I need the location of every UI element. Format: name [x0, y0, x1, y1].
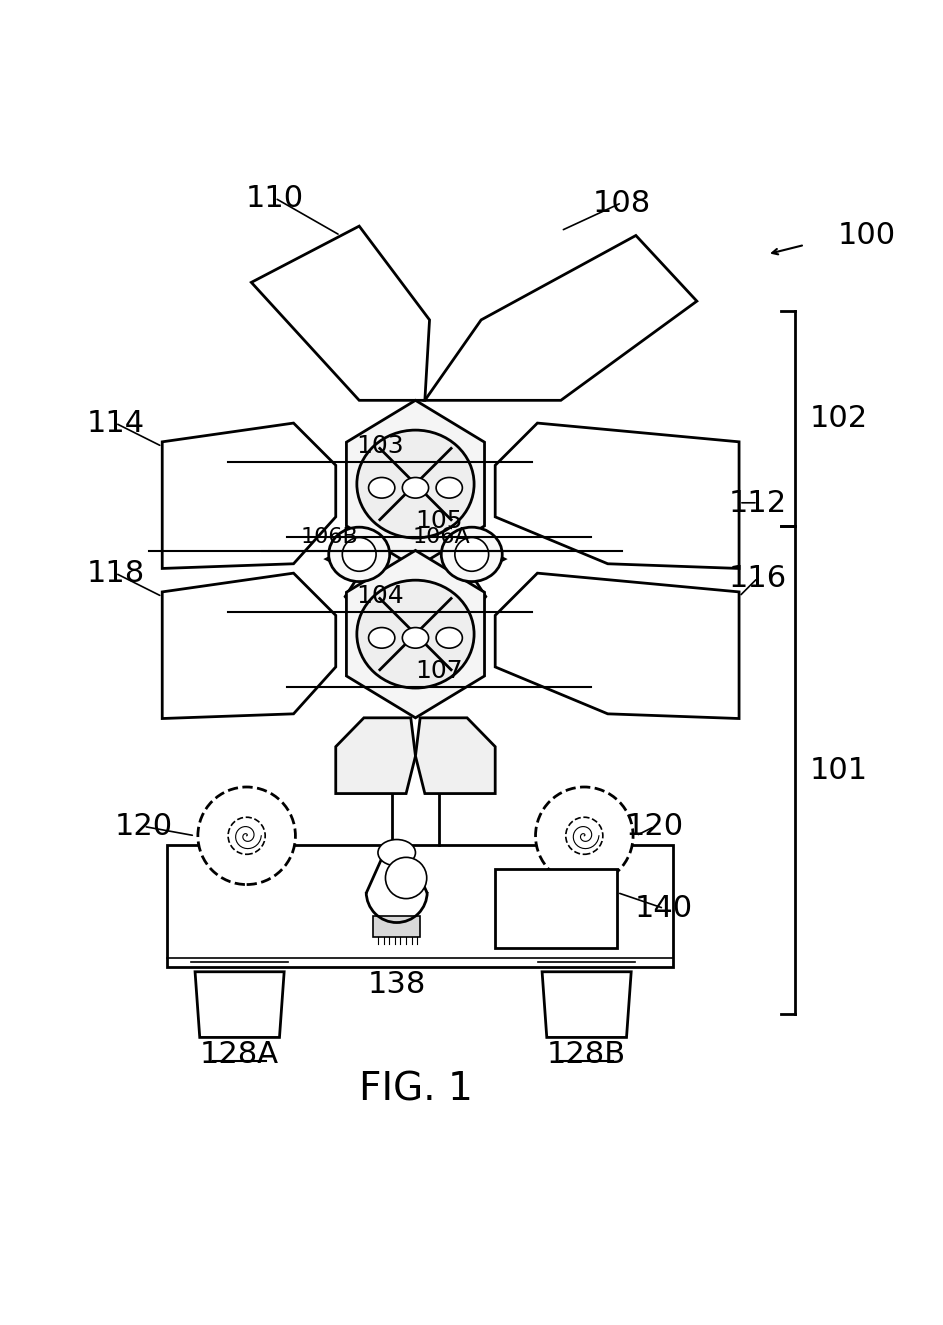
Ellipse shape	[402, 628, 428, 648]
Text: 104: 104	[356, 584, 404, 608]
Text: 110: 110	[245, 184, 304, 213]
Circle shape	[455, 538, 488, 571]
Polygon shape	[195, 973, 284, 1037]
Ellipse shape	[356, 580, 473, 688]
Text: 106B: 106B	[300, 527, 357, 547]
Polygon shape	[415, 568, 486, 620]
Bar	[495, 869, 617, 949]
Ellipse shape	[369, 628, 394, 648]
Polygon shape	[162, 424, 336, 568]
Polygon shape	[336, 718, 415, 794]
Ellipse shape	[441, 527, 502, 582]
Text: 102: 102	[809, 404, 867, 433]
Text: 128B: 128B	[547, 1040, 626, 1069]
Polygon shape	[415, 718, 495, 794]
Circle shape	[566, 818, 603, 855]
Circle shape	[342, 538, 376, 571]
Text: 128A: 128A	[200, 1040, 279, 1069]
Ellipse shape	[328, 527, 389, 582]
Text: 138: 138	[368, 970, 425, 999]
Text: 112: 112	[728, 489, 786, 518]
Polygon shape	[346, 400, 485, 568]
Text: 120: 120	[114, 812, 173, 841]
Text: 118: 118	[86, 559, 144, 588]
Ellipse shape	[436, 628, 462, 648]
Polygon shape	[345, 568, 415, 620]
Circle shape	[536, 787, 633, 885]
Text: 108: 108	[592, 188, 651, 217]
Ellipse shape	[356, 431, 473, 538]
Ellipse shape	[369, 478, 394, 498]
Bar	[167, 845, 673, 967]
Polygon shape	[424, 236, 697, 400]
Text: 101: 101	[809, 755, 867, 784]
Text: 140: 140	[635, 894, 693, 924]
Text: 105: 105	[415, 509, 462, 533]
Circle shape	[386, 857, 426, 898]
Text: 103: 103	[356, 435, 404, 458]
Polygon shape	[346, 551, 485, 718]
Text: 120: 120	[625, 812, 684, 841]
Polygon shape	[251, 227, 429, 400]
Ellipse shape	[402, 478, 428, 498]
Circle shape	[228, 818, 265, 855]
Text: FIG. 1: FIG. 1	[358, 1071, 472, 1108]
Text: 100: 100	[837, 221, 895, 250]
Ellipse shape	[436, 478, 462, 498]
Text: 106A: 106A	[413, 527, 471, 547]
Ellipse shape	[378, 840, 415, 867]
Text: 114: 114	[86, 409, 144, 437]
Polygon shape	[495, 574, 738, 718]
Polygon shape	[326, 546, 505, 572]
Text: 116: 116	[728, 563, 786, 592]
Bar	[373, 917, 420, 937]
Circle shape	[198, 787, 295, 885]
Polygon shape	[162, 574, 336, 718]
Polygon shape	[542, 973, 631, 1037]
Text: 107: 107	[415, 659, 462, 684]
Polygon shape	[495, 424, 738, 568]
